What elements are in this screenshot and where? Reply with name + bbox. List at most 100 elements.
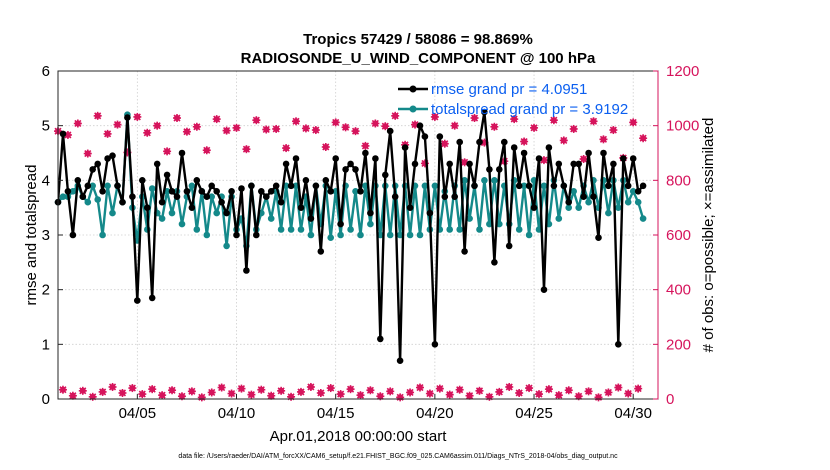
obs-low-marker xyxy=(217,383,226,392)
rmse-point xyxy=(431,341,439,348)
obs-low-marker xyxy=(148,385,157,394)
obs-high-marker xyxy=(589,117,598,126)
obs-high-marker-ring xyxy=(154,122,161,129)
obs-high-marker xyxy=(202,146,211,155)
totalspread-point xyxy=(605,209,612,217)
obs-high-marker-ring xyxy=(630,119,637,126)
rmse-point xyxy=(575,160,582,168)
obs-low-marker-ring xyxy=(248,391,255,398)
obs-low-marker-ring xyxy=(476,387,483,394)
obs-high-marker-ring xyxy=(521,138,528,145)
obs-high-marker xyxy=(430,112,439,121)
rmse-point xyxy=(272,182,280,190)
rmse-point xyxy=(426,209,434,217)
totalspread-point xyxy=(481,177,488,184)
obs-low-marker-ring xyxy=(218,384,225,391)
obs-low-marker-ring xyxy=(585,388,592,395)
obs-low-marker xyxy=(425,389,434,398)
rmse-point xyxy=(292,155,300,162)
obs-low-marker xyxy=(277,386,286,395)
totalspread-point xyxy=(386,231,394,239)
rmse-point xyxy=(540,286,548,294)
obs-low-marker xyxy=(237,384,246,393)
right-tick-label: 200 xyxy=(666,336,691,353)
obs-low-marker-ring xyxy=(595,394,602,401)
obs-low-marker xyxy=(296,387,305,396)
obs-high-marker xyxy=(391,111,400,120)
obs-low-marker xyxy=(505,382,514,391)
obs-high-marker xyxy=(351,127,360,136)
left-tick-label: 5 xyxy=(42,118,50,135)
obs-high-marker-ring xyxy=(104,130,111,137)
obs-low-marker-ring xyxy=(545,386,552,393)
totalspread-point xyxy=(84,198,92,206)
obs-high-marker xyxy=(252,116,261,125)
rmse-point xyxy=(277,198,285,206)
right-axis-ticks: 0 200 400 600 800 1000 1200 xyxy=(653,63,699,408)
rmse-point xyxy=(352,166,359,173)
obs-high-marker-ring xyxy=(273,125,280,132)
obs-low-marker xyxy=(604,388,613,397)
rmse-point xyxy=(530,204,538,211)
obs-high-marker-ring xyxy=(84,150,91,157)
rmse-point xyxy=(332,155,340,162)
rmse-point xyxy=(624,182,632,190)
rmse-point xyxy=(362,149,369,157)
rmse-point xyxy=(416,122,424,129)
obs-low-marker-ring xyxy=(238,385,245,392)
rmse-point xyxy=(238,185,245,192)
totalspread-point xyxy=(570,188,577,195)
rmse-point xyxy=(486,166,493,173)
rmse-point xyxy=(585,149,592,157)
x-tick-label: 04/25 xyxy=(515,405,553,422)
obs-low-marker-ring xyxy=(407,389,414,396)
obs-high-marker xyxy=(639,134,648,143)
obs-high-marker-ring xyxy=(233,124,240,131)
obs-low-marker xyxy=(158,391,167,400)
obs-low-marker xyxy=(525,384,534,393)
rmse-point xyxy=(600,149,607,157)
rmse-point xyxy=(327,188,335,195)
obs-high-marker xyxy=(579,155,588,164)
obs-low-marker-ring xyxy=(605,389,612,396)
rmse-point xyxy=(144,204,151,211)
totalspread-point xyxy=(69,188,77,195)
obs-high-marker-ring xyxy=(550,117,557,124)
obs-low-marker xyxy=(187,387,196,396)
obs-high-marker xyxy=(143,128,152,137)
rmse-point xyxy=(580,193,587,200)
rmse-point xyxy=(620,155,627,162)
obs-low-marker xyxy=(435,384,444,393)
obs-high-marker xyxy=(133,112,142,121)
x-axis-ticks: 04/05 04/10 04/15 04/20 04/25 04/30 xyxy=(119,394,652,422)
rmse-point xyxy=(357,188,364,195)
rmse-point xyxy=(188,204,196,211)
rmse-point xyxy=(79,193,87,200)
rmse-point xyxy=(168,188,176,195)
rmse-point xyxy=(218,198,225,206)
obs-low-marker-ring xyxy=(446,391,453,398)
obs-low-marker-ring xyxy=(436,385,443,392)
obs-low-marker-ring xyxy=(208,389,215,396)
obs-high-marker-ring xyxy=(74,120,81,127)
totalspread-point xyxy=(615,204,622,211)
totalspread-point xyxy=(639,215,647,222)
obs-high-marker xyxy=(83,149,92,158)
rmse-point xyxy=(391,193,399,200)
obs-low-marker xyxy=(287,392,296,401)
obs-high-marker-ring xyxy=(253,117,260,124)
obs-low-marker xyxy=(356,391,365,400)
obs-high-marker-ring xyxy=(531,124,538,131)
totalspread-point xyxy=(104,182,111,190)
obs-low-marker-ring xyxy=(456,386,463,393)
obs-low-marker-ring xyxy=(69,392,76,399)
obs-high-marker xyxy=(569,124,578,133)
right-tick-label: 1200 xyxy=(666,63,699,80)
totalspread-point xyxy=(575,204,582,211)
obs-high-marker xyxy=(381,122,390,131)
left-axis-ticks: 0 1 2 3 4 5 6 xyxy=(42,63,63,408)
obs-low-marker-ring xyxy=(198,394,205,401)
obs-low-marker xyxy=(396,393,405,402)
rmse-point xyxy=(287,182,295,190)
obs-count-markers xyxy=(54,111,648,402)
